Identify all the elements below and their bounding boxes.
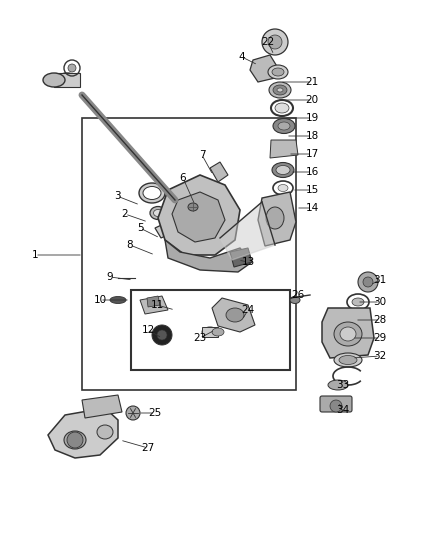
Text: 8: 8: [127, 240, 133, 250]
Ellipse shape: [188, 203, 198, 211]
Text: 16: 16: [305, 167, 318, 177]
Ellipse shape: [226, 308, 244, 322]
Polygon shape: [140, 296, 168, 314]
Bar: [54, 73, 80, 87]
Ellipse shape: [269, 82, 291, 98]
Ellipse shape: [278, 122, 290, 130]
Text: 19: 19: [305, 113, 318, 123]
Text: 25: 25: [148, 408, 162, 418]
Bar: [131, 290, 290, 370]
Text: 18: 18: [305, 131, 318, 141]
Text: 10: 10: [93, 295, 106, 305]
Text: 29: 29: [373, 333, 387, 343]
Ellipse shape: [278, 184, 288, 191]
Text: 7: 7: [199, 150, 205, 160]
Polygon shape: [158, 175, 240, 255]
Ellipse shape: [340, 327, 356, 341]
Text: 30: 30: [374, 297, 387, 307]
Polygon shape: [212, 298, 255, 332]
Polygon shape: [250, 55, 278, 82]
Circle shape: [68, 64, 76, 72]
Text: 9: 9: [107, 272, 113, 282]
Ellipse shape: [64, 431, 86, 449]
Ellipse shape: [328, 380, 348, 390]
Circle shape: [262, 29, 288, 55]
Ellipse shape: [212, 328, 224, 336]
Bar: [202, 327, 218, 337]
Ellipse shape: [97, 425, 113, 439]
Text: 3: 3: [114, 191, 120, 201]
Polygon shape: [322, 308, 374, 358]
Ellipse shape: [110, 296, 126, 303]
Ellipse shape: [277, 88, 283, 92]
Text: 15: 15: [305, 185, 318, 195]
Ellipse shape: [276, 166, 290, 174]
Polygon shape: [155, 222, 174, 238]
Circle shape: [268, 35, 282, 49]
Text: 2: 2: [122, 209, 128, 219]
Ellipse shape: [272, 163, 294, 177]
FancyBboxPatch shape: [320, 396, 352, 412]
Circle shape: [152, 325, 172, 345]
Ellipse shape: [43, 73, 65, 87]
Polygon shape: [165, 240, 252, 272]
Text: 11: 11: [150, 300, 164, 310]
Circle shape: [363, 277, 373, 287]
Circle shape: [126, 406, 140, 420]
Ellipse shape: [352, 298, 364, 306]
Text: 34: 34: [336, 405, 350, 415]
Polygon shape: [147, 296, 160, 307]
Ellipse shape: [150, 206, 166, 220]
Text: 26: 26: [291, 290, 304, 300]
Polygon shape: [220, 202, 275, 260]
Ellipse shape: [272, 68, 284, 76]
Text: 22: 22: [261, 37, 275, 47]
Text: 4: 4: [239, 52, 245, 62]
Text: 33: 33: [336, 380, 350, 390]
Ellipse shape: [139, 183, 165, 203]
Ellipse shape: [273, 85, 287, 95]
Text: 6: 6: [180, 173, 186, 183]
Polygon shape: [48, 408, 118, 458]
Text: 14: 14: [305, 203, 318, 213]
Polygon shape: [258, 192, 296, 246]
Text: 31: 31: [373, 275, 387, 285]
Text: 21: 21: [305, 77, 318, 87]
Circle shape: [157, 330, 167, 340]
Polygon shape: [82, 395, 122, 418]
Ellipse shape: [268, 65, 288, 79]
Text: 23: 23: [193, 333, 207, 343]
Polygon shape: [230, 248, 252, 267]
Ellipse shape: [339, 356, 357, 365]
Text: 28: 28: [373, 315, 387, 325]
Ellipse shape: [202, 327, 218, 337]
Text: 5: 5: [137, 223, 143, 233]
Text: 27: 27: [141, 443, 155, 453]
Ellipse shape: [275, 103, 289, 113]
Text: 13: 13: [241, 257, 254, 267]
Polygon shape: [172, 192, 225, 242]
Text: 12: 12: [141, 325, 155, 335]
Ellipse shape: [273, 118, 295, 133]
Ellipse shape: [290, 296, 300, 303]
Ellipse shape: [266, 207, 284, 229]
Ellipse shape: [334, 353, 362, 367]
Circle shape: [358, 272, 378, 292]
Circle shape: [67, 432, 83, 448]
Polygon shape: [270, 140, 298, 158]
Ellipse shape: [334, 322, 362, 346]
Text: 1: 1: [32, 250, 38, 260]
Text: 17: 17: [305, 149, 318, 159]
Ellipse shape: [143, 187, 161, 199]
Ellipse shape: [56, 73, 78, 87]
Ellipse shape: [153, 209, 162, 216]
Circle shape: [330, 400, 342, 412]
Text: 32: 32: [373, 351, 387, 361]
Text: 20: 20: [305, 95, 318, 105]
Text: 24: 24: [241, 305, 254, 315]
Polygon shape: [210, 162, 228, 182]
Bar: [82, 118, 296, 390]
